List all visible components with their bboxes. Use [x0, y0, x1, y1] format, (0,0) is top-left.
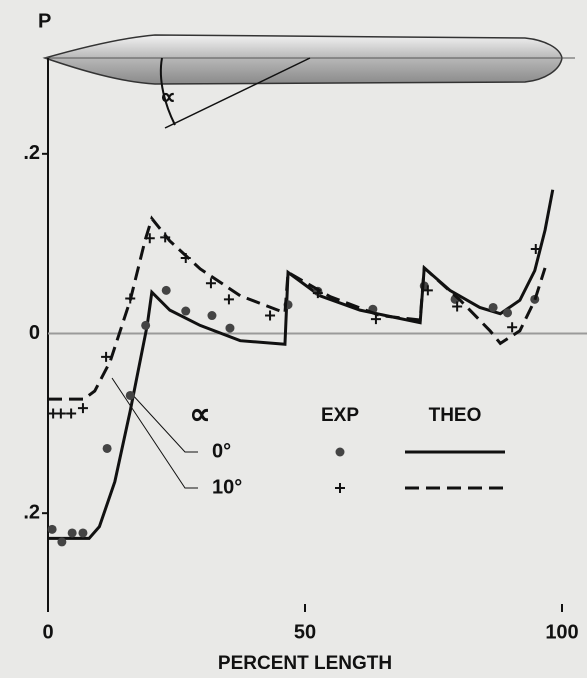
- x-tick-label: 100: [545, 621, 578, 643]
- body-outline: [45, 35, 562, 84]
- data-point: [103, 444, 112, 453]
- data-point: [126, 391, 135, 400]
- y-tick-label: .2: [23, 501, 40, 523]
- x-axis-title: PERCENT LENGTH: [218, 653, 392, 674]
- y-tick-label: .2: [23, 142, 40, 164]
- data-point: [78, 528, 87, 537]
- data-point: [162, 286, 171, 295]
- y-axis-title: P: [38, 10, 51, 32]
- legend-title: ∝: [189, 398, 210, 431]
- chart: ∝ P PERCENT LENGTH ∝ EXP THEO .2 0 .2 0 50 10…: [0, 0, 587, 678]
- data-point: [181, 307, 190, 316]
- x-tick-label: 0: [42, 621, 53, 643]
- x-tick-label: 50: [294, 621, 316, 643]
- data-point: [489, 303, 498, 312]
- legend-marker: [336, 448, 345, 457]
- legend-header: THEO: [429, 405, 482, 426]
- y-tick-label: 0: [29, 322, 40, 344]
- data-point: [68, 528, 77, 537]
- background: [0, 0, 587, 678]
- data-point: [207, 311, 216, 320]
- data-point: [57, 537, 66, 546]
- angle-label: ∝: [160, 84, 176, 109]
- legend-label: 0°: [212, 440, 231, 462]
- data-point: [141, 321, 150, 330]
- data-point: [503, 308, 512, 317]
- legend-label: 10°: [212, 476, 242, 498]
- legend-header: EXP: [321, 405, 359, 426]
- data-point: [48, 525, 57, 534]
- data-point: [225, 324, 234, 333]
